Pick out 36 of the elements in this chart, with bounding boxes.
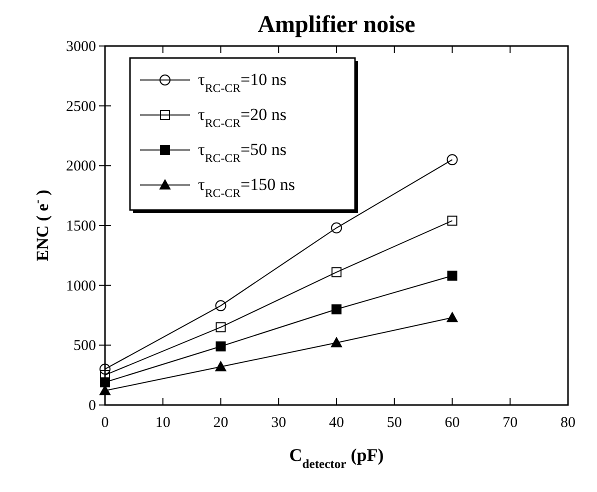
x-tick-label: 30 — [271, 415, 286, 431]
y-tick-label: 500 — [74, 338, 96, 354]
x-tick-label: 80 — [560, 415, 576, 431]
point — [100, 377, 110, 388]
point — [216, 322, 226, 332]
x-tick-label: 40 — [329, 415, 344, 431]
y-tick-label: 0 — [88, 398, 96, 414]
legend-label: τ$_{RC-CR}$=20 ns — [198, 105, 286, 130]
point — [332, 304, 342, 314]
point — [332, 267, 342, 278]
y-tick-label: 3000 — [66, 39, 96, 55]
point — [100, 364, 110, 375]
legend-label: τ$_{RC-CR}$=150 ns — [198, 175, 295, 200]
point — [446, 312, 458, 322]
point — [446, 154, 458, 166]
x-tick-label: 70 — [502, 415, 518, 431]
x-tick-label: 10 — [155, 415, 170, 431]
x-tick-label: 0 — [101, 415, 109, 431]
y-tick-label: 1500 — [66, 218, 96, 234]
point — [215, 300, 226, 312]
x-tick-label: 50 — [386, 415, 402, 431]
y-tick-label: 2500 — [66, 98, 96, 115]
point — [447, 216, 458, 226]
point — [331, 337, 342, 348]
chart-title: Amplifier noise — [258, 12, 416, 38]
point — [216, 341, 226, 352]
point — [331, 222, 342, 234]
x-tick-label: 60 — [444, 415, 460, 431]
legend-label: τ$_{RC-CR}$=10 ns — [198, 70, 286, 95]
x-axis-title: C$_{detector}$ (pF) — [289, 445, 384, 471]
point — [447, 270, 458, 281]
y-tick-label: 1000 — [66, 278, 96, 294]
legend-label: τ$_{RC-CR}$=50 ns — [198, 140, 286, 165]
y-tick-label: 2000 — [66, 158, 96, 175]
point — [215, 361, 226, 372]
x-tick-label: 20 — [213, 415, 228, 431]
